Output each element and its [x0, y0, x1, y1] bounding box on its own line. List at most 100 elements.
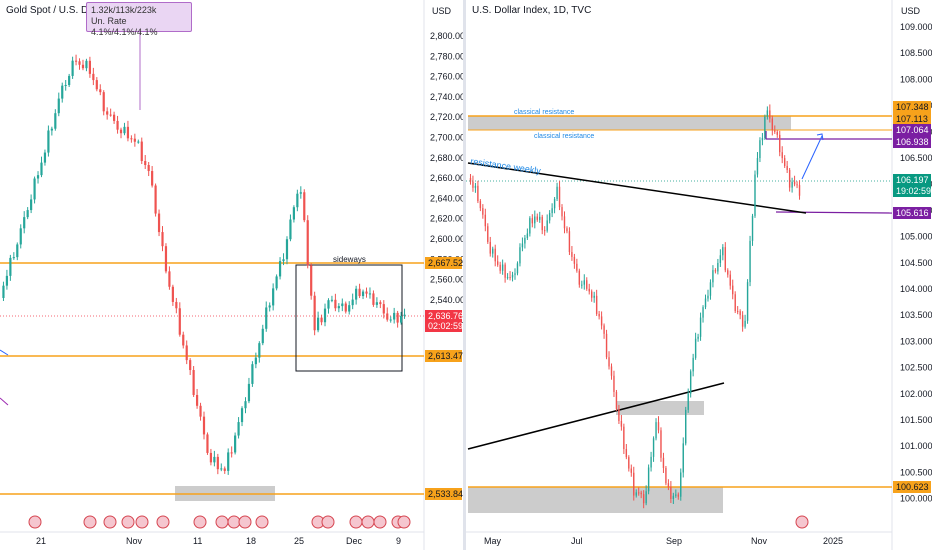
dxy-chart-pane[interactable]: 109.000108.500108.000107.500107.000106.5… — [466, 0, 932, 550]
gold-edge-mark — [0, 397, 9, 406]
dxy-candle — [719, 255, 722, 263]
gold-candle — [258, 343, 261, 358]
dxy-candle — [687, 393, 689, 410]
economic-event-icon[interactable] — [83, 515, 97, 529]
dxy-y-tick-label: 102.500 — [900, 363, 932, 373]
gold-candle — [61, 85, 64, 99]
economic-event-icon[interactable] — [255, 515, 269, 529]
gold-candle — [43, 152, 47, 163]
dxy-y-tick-label: 109.000 — [900, 22, 932, 32]
economic-event-icon[interactable] — [349, 515, 363, 529]
pane-divider[interactable] — [463, 0, 466, 550]
dxy-candle — [781, 152, 783, 159]
economic-event-icon[interactable] — [121, 515, 135, 529]
gold-candle — [54, 113, 57, 129]
gold-candle — [275, 276, 278, 289]
gold-candle — [386, 313, 389, 320]
gold-candle — [403, 314, 406, 316]
gold-y-tick-label: 2,700.00 — [430, 133, 463, 143]
economic-event-icon[interactable] — [795, 515, 809, 529]
dxy-candle — [754, 174, 756, 216]
dxy-tag-107064: 107.064 — [896, 125, 929, 135]
gold-candle — [195, 394, 199, 406]
gold-candle — [116, 120, 119, 130]
dxy-chart-canvas[interactable]: 109.000108.500108.000107.500107.000106.5… — [466, 0, 932, 550]
dxy-candle — [759, 140, 761, 159]
dxy-candle — [494, 248, 496, 262]
dxy-x-tick-label: 2025 — [823, 536, 843, 546]
gold-candle — [175, 301, 178, 309]
gold-chart-pane[interactable]: 2,800.00 2,780.00 2,760.00 2,740.00 2,720.00… — [0, 0, 463, 550]
gold-candle — [393, 312, 396, 320]
gold-candle — [64, 84, 67, 86]
gold-chart-canvas[interactable]: 2,800.00 2,780.00 2,760.00 2,740.00 2,720.00… — [0, 0, 463, 550]
economic-event-icon[interactable] — [215, 515, 229, 529]
dxy-tag-107064-bg — [893, 124, 931, 136]
economic-event-icon[interactable] — [373, 515, 387, 529]
dxy-candle — [561, 207, 563, 217]
gold-candle — [47, 130, 50, 153]
gold-y-tick-label: 2,660.00 — [430, 173, 463, 183]
gold-candle — [254, 357, 257, 365]
dxy-resistance-zone — [468, 116, 791, 130]
gold-y-tick-label: 2,620.00 — [430, 214, 463, 224]
gold-current-price-tag-bg — [425, 310, 462, 322]
gold-candle — [23, 217, 26, 229]
dxy-candle — [633, 472, 635, 496]
dxy-candle — [479, 201, 482, 209]
gold-candle — [144, 161, 147, 166]
economic-event-icon[interactable] — [156, 515, 170, 529]
dxy-candle — [608, 357, 610, 367]
economic-event-icon[interactable] — [28, 515, 42, 529]
economic-event-icon[interactable] — [397, 515, 411, 529]
gold-candle — [310, 265, 313, 296]
dxy-projection-arrowhead — [816, 133, 824, 141]
tooltip-line-2: Un. Rate 4.1%/4.1%/4.1% — [91, 16, 158, 37]
gold-candle — [123, 126, 126, 134]
dxy-candle — [583, 280, 585, 285]
dxy-candle — [712, 270, 714, 283]
dxy-candle — [667, 483, 670, 488]
dxy-candle — [541, 216, 543, 231]
dxy-candle — [539, 216, 541, 220]
gold-candle — [372, 293, 375, 305]
dxy-y-tick-label: 100.000 — [900, 494, 932, 504]
gold-candle — [389, 319, 392, 321]
gold-candle — [57, 98, 60, 114]
dxy-weekly-resistance-trendline — [467, 162, 807, 214]
economic-event-icon[interactable] — [227, 515, 241, 529]
dxy-tag-100623-bg — [893, 481, 931, 493]
dxy-candle — [665, 467, 667, 484]
gold-candle — [85, 60, 88, 69]
gold-candle — [109, 114, 112, 116]
economic-event-icon[interactable] — [321, 515, 335, 529]
dxy-candle — [591, 291, 593, 298]
gold-candle — [33, 178, 36, 200]
dxy-candle — [581, 284, 583, 286]
economic-event-icon[interactable] — [361, 515, 375, 529]
dxy-candle — [692, 357, 694, 372]
economic-event-icon[interactable] — [238, 515, 252, 529]
dxy-projection-arrow — [801, 135, 823, 180]
economic-event-icon[interactable] — [103, 515, 117, 529]
gold-candle — [278, 261, 282, 277]
gold-y-tick-label: 2,720.00 — [430, 112, 463, 122]
gold-candle — [133, 138, 136, 142]
gold-candle — [202, 416, 206, 435]
economic-event-icon[interactable] — [135, 515, 149, 529]
dxy-candle — [511, 274, 514, 278]
dxy-candle — [558, 186, 561, 208]
dxy-currency-label[interactable]: USD — [901, 6, 921, 16]
gold-currency-label[interactable]: USD — [432, 6, 452, 16]
gold-candle — [81, 64, 85, 69]
dxy-support-zone — [468, 487, 723, 513]
gold-candle — [30, 199, 33, 211]
gold-candle — [185, 345, 188, 361]
gold-candle — [50, 128, 53, 131]
gold-candle — [78, 61, 81, 65]
dxy-candle — [783, 158, 786, 166]
dxy-candle — [625, 449, 628, 458]
gold-candle — [206, 434, 209, 453]
gold-y-tick-label: 2,600.00 — [430, 234, 463, 244]
economic-event-icon[interactable] — [193, 515, 207, 529]
